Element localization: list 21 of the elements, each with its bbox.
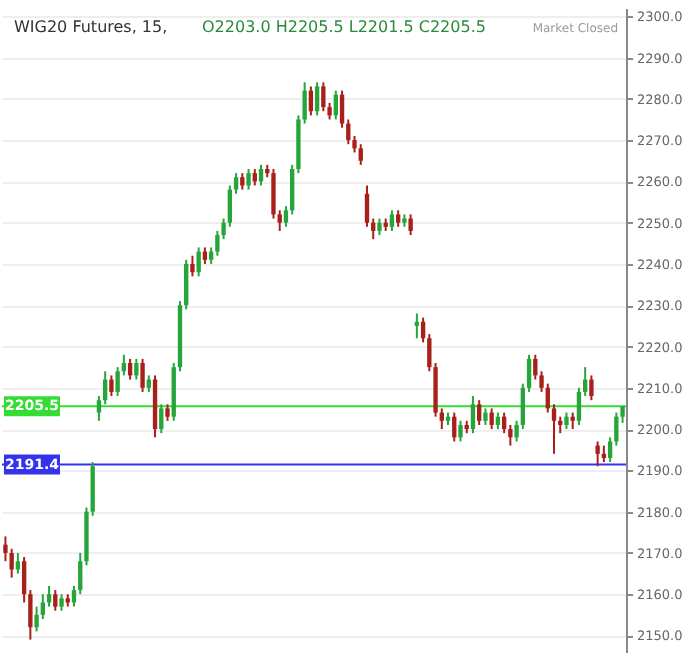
candlestick bbox=[109, 374, 114, 398]
candlestick bbox=[595, 440, 600, 468]
candlestick bbox=[159, 403, 164, 435]
candlestick bbox=[589, 374, 594, 402]
candlestick bbox=[53, 589, 58, 612]
annotation: O2203.0 H2205.5 L2201.5 C2205.5 bbox=[202, 18, 486, 36]
candlestick bbox=[408, 213, 413, 237]
candlestick bbox=[477, 399, 482, 426]
candlestick bbox=[190, 254, 195, 278]
text: WIG20 Futures, 15, bbox=[14, 18, 168, 36]
candlestick bbox=[134, 357, 139, 381]
candlestick bbox=[246, 168, 251, 191]
candlestick bbox=[196, 246, 201, 278]
candlestick bbox=[358, 143, 363, 166]
candlestick bbox=[489, 407, 494, 431]
candlestick bbox=[321, 81, 326, 113]
candlestick bbox=[389, 209, 395, 232]
candlestick bbox=[458, 419, 463, 443]
candlestick bbox=[314, 81, 320, 117]
candlestick bbox=[140, 357, 145, 393]
candlestick bbox=[470, 395, 476, 435]
